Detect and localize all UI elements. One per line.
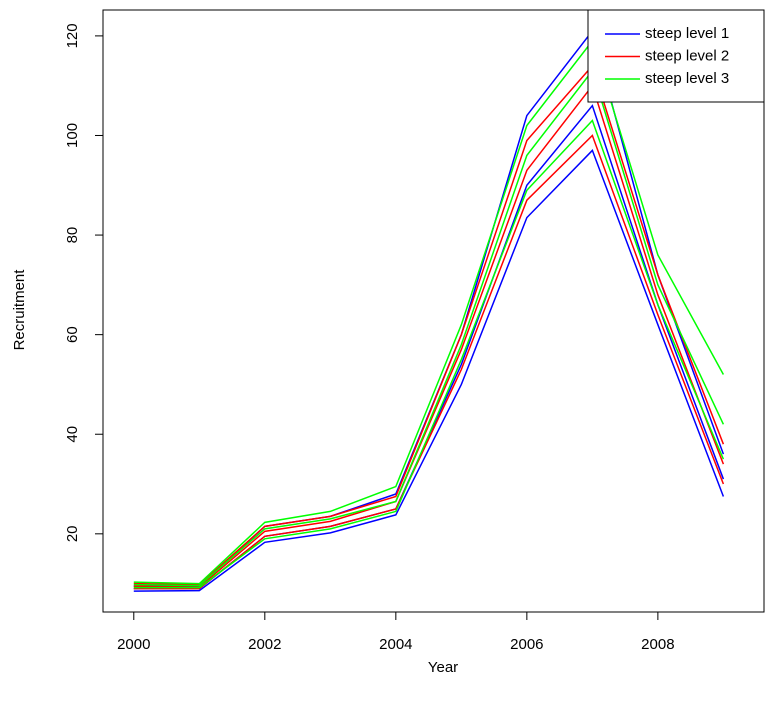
- legend-label: steep level 2: [645, 47, 729, 64]
- y-tick-label: 120: [64, 23, 81, 48]
- series-line: [133, 149, 725, 592]
- y-tick-label: 80: [64, 227, 81, 244]
- x-tick-label: 2008: [641, 636, 674, 653]
- series-line: [133, 119, 725, 589]
- x-axis-label: Year: [428, 659, 458, 676]
- series-line: [133, 84, 725, 588]
- y-tick-label: 40: [64, 426, 81, 443]
- series-line: [133, 64, 725, 586]
- x-tick-label: 2006: [510, 636, 543, 653]
- series-line: [133, 39, 725, 585]
- series-line: [133, 69, 725, 587]
- legend-label: steep level 1: [645, 25, 729, 42]
- x-tick-label: 2002: [248, 636, 281, 653]
- x-tick-label: 2000: [117, 636, 150, 653]
- y-axis-label: Recruitment: [11, 269, 28, 351]
- x-tick-label: 2004: [379, 636, 412, 653]
- series-line: [133, 29, 725, 587]
- legend-label: steep level 3: [645, 70, 729, 87]
- y-tick-label: 60: [64, 326, 81, 343]
- plot-frame: [102, 9, 765, 613]
- y-tick-label: 20: [64, 525, 81, 542]
- y-tick-label: 100: [64, 123, 81, 148]
